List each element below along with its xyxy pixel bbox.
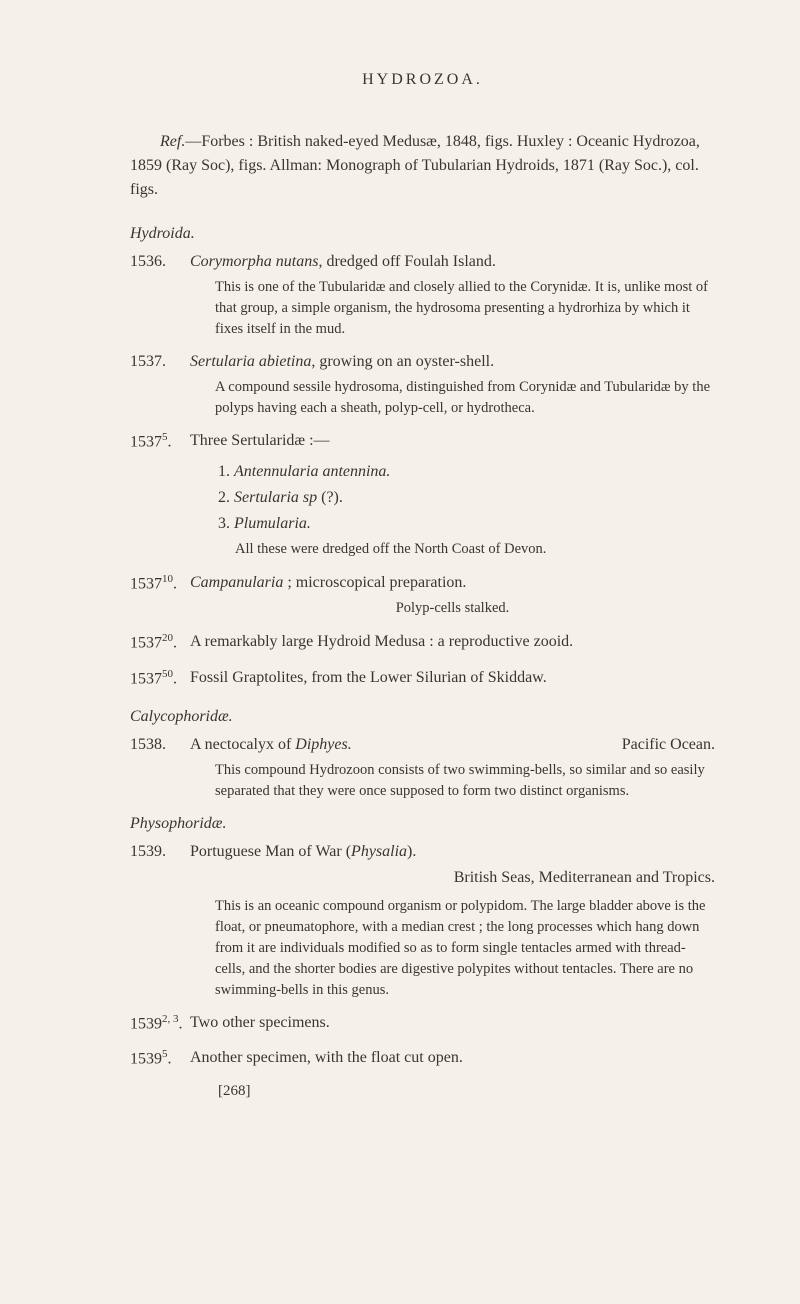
entry-number: 1536. [130,250,190,274]
page-number: [268] [218,1080,715,1103]
ref-label: Ref. [160,133,185,150]
entry-1537: 1537. Sertularia abietina, growing on an… [130,350,715,374]
entry-number: 15395. [130,1046,190,1071]
sub-item-2: 2. Sertularia sp (?). [218,486,715,510]
references-paragraph: Ref.—Forbes : British naked-eyed Medusæ,… [130,130,715,202]
location-label: British Seas, Mediterranean and Tropics. [130,866,715,890]
entry-number: 153710. [130,571,190,596]
section-calycophoridae: Calycophoridæ. [130,705,715,729]
entry-1537-50: 153750. Fossil Graptolites, from the Low… [130,666,715,691]
entry-1539-5: 15395. Another specimen, with the float … [130,1046,715,1071]
entry-note: This is an oceanic compound organism or … [215,896,715,1001]
entry-note: A compound sessile hydrosoma, distinguis… [215,377,715,419]
entry-number: 15375. [130,429,190,454]
entry-text: ; microscopical preparation. [283,574,466,591]
ref-text: —Forbes : British naked-eyed Medusæ, 184… [130,133,700,198]
entry-1539-23: 15392, 3. Two other specimens. [130,1011,715,1036]
entry-text: Portuguese Man of War ( [190,843,351,860]
section-physophoridae: Physophoridæ. [130,812,715,836]
entry-text: , growing on an oyster-shell. [311,353,494,370]
entry-1537-20: 153720. A remarkably large Hydroid Medus… [130,630,715,655]
sub-list: 1. Antennularia antennina. 2. Sertularia… [218,460,715,536]
entry-1537-10: 153710. Campanularia ; microscopical pre… [130,571,715,596]
species-name: Campanularia [190,574,283,591]
sub-note: All these were dredged off the North Coa… [235,539,715,561]
entry-text-post: ). [407,843,416,860]
entry-text: A nectocalyx of [190,736,295,753]
entry-text: , dredged off Foulah Island. [318,253,495,270]
species-name: Corymorpha nutans [190,253,318,270]
entry-note: This compound Hydrozoon consists of two … [215,760,715,802]
entry-number: 153750. [130,666,190,691]
species-name: Diphyes. [295,736,351,753]
entry-number: 15392, 3. [130,1011,190,1036]
entry-body: Corymorpha nutans, dredged off Foulah Is… [190,250,715,274]
entry-body: Three Sertularidæ :— [190,429,715,454]
sub-item-3: 3. Plumularia. [218,512,715,536]
entry-body: Two other specimens. [190,1011,715,1036]
location-label: Pacific Ocean. [622,733,715,757]
entry-number: 1538. [130,733,190,757]
section-hydroida: Hydroida. [130,222,715,246]
entry-number: 1537. [130,350,190,374]
page-title: HYDROZOA. [130,68,715,92]
entry-1538: 1538. A nectocalyx of Diphyes. Pacific O… [130,733,715,757]
entry-body: Sertularia abietina, growing on an oyste… [190,350,715,374]
entry-body: Another specimen, with the float cut ope… [190,1046,715,1071]
entry-body: A remarkably large Hydroid Medusa : a re… [190,630,715,655]
entry-1537-5: 15375. Three Sertularidæ :— [130,429,715,454]
entry-body: Portuguese Man of War (Physalia). [190,840,715,864]
species-name: Physalia [351,843,407,860]
entry-number: 1539. [130,840,190,864]
entry-1536: 1536. Corymorpha nutans, dredged off Fou… [130,250,715,274]
entry-note-centered: Polyp-cells stalked. [190,598,715,620]
entry-body: A nectocalyx of Diphyes. Pacific Ocean. [190,733,715,757]
entry-note: This is one of the Tubularidæ and closel… [215,277,715,340]
entry-1539: 1539. Portuguese Man of War (Physalia). [130,840,715,864]
sub-item-1: 1. Antennularia antennina. [218,460,715,484]
entry-number: 153720. [130,630,190,655]
entry-body: Fossil Graptolites, from the Lower Silur… [190,666,715,691]
entry-body: Campanularia ; microscopical preparation… [190,571,715,596]
species-name: Sertularia abietina [190,353,311,370]
